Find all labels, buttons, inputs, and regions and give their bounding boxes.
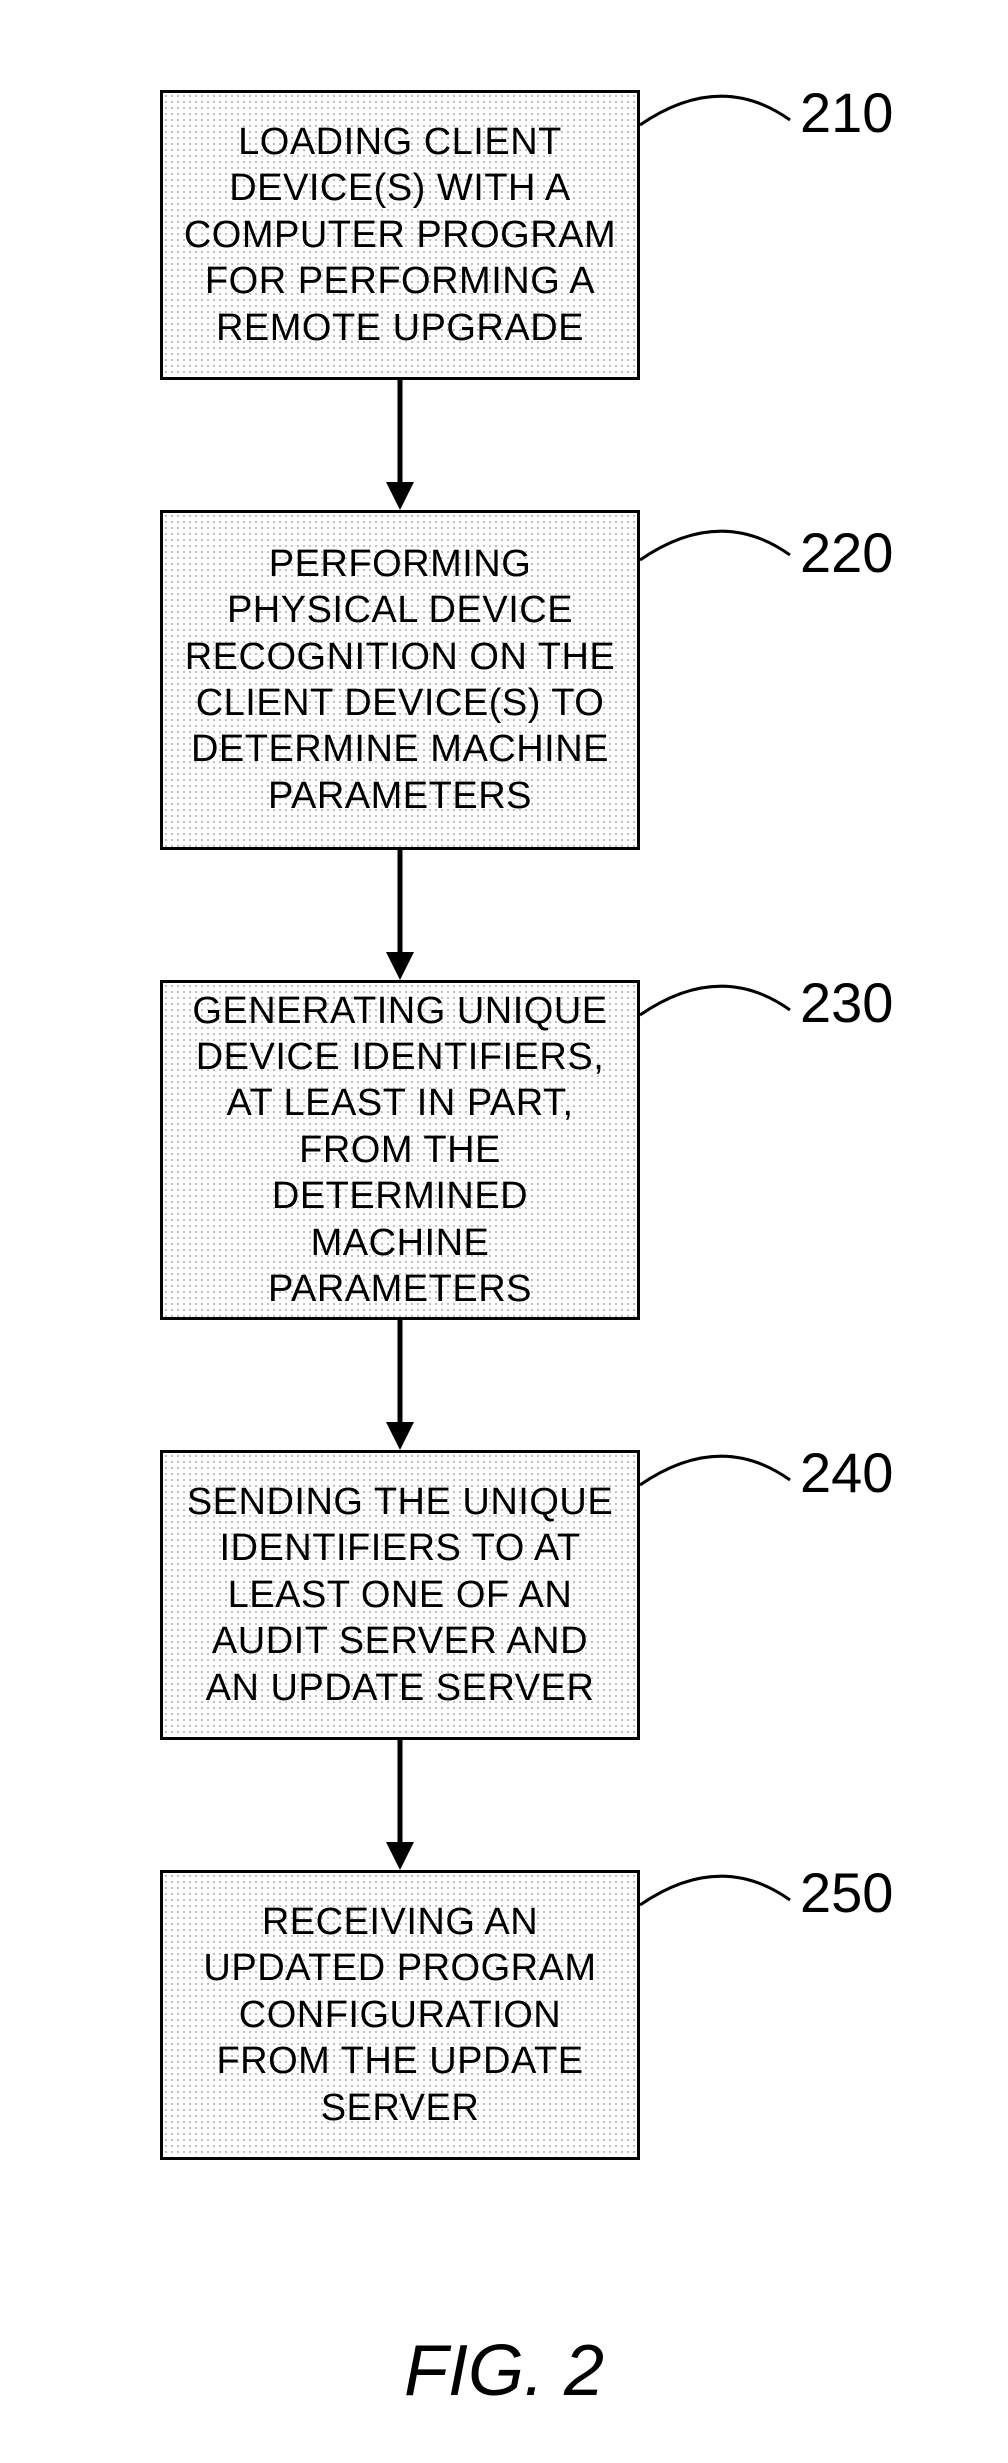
figure-caption: FIG. 2 xyxy=(0,2330,1008,2412)
arrow-240-250 xyxy=(0,0,1008,2000)
